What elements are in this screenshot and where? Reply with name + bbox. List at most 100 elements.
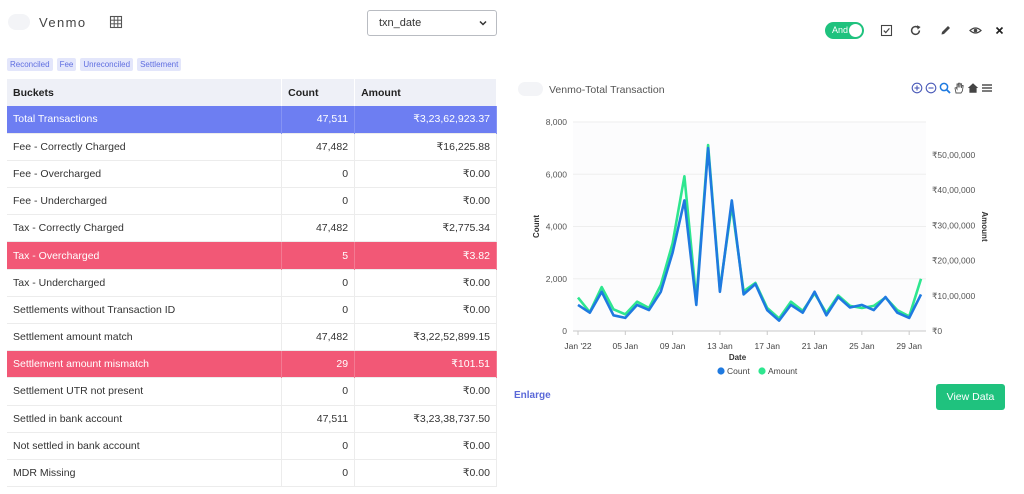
- date-field-select[interactable]: txn_date: [367, 10, 497, 36]
- chart-panel: Venmo-Total Transaction 0 2,000 4,000 6,000…: [512, 76, 1012, 396]
- series-line-amount: [576, 143, 923, 320]
- x-tick-label: 17 Jan: [754, 341, 780, 351]
- home-icon[interactable]: [967, 81, 979, 93]
- table-row[interactable]: Fee - Overcharged 0 ₹0.00: [7, 160, 497, 188]
- chart-toolbar: [911, 81, 993, 94]
- magnifier-icon[interactable]: [939, 81, 951, 94]
- tag-reconciled[interactable]: Reconciled: [7, 58, 53, 71]
- y-tick-label: 8,000: [546, 117, 568, 127]
- amount-cell: ₹16,225.88: [354, 133, 497, 161]
- legend-label-count: Count: [727, 366, 750, 376]
- y2-tick-label: ₹40,00,000: [932, 185, 975, 195]
- bucket-cell: Settlement UTR not present: [7, 377, 283, 406]
- eye-icon[interactable]: [969, 24, 982, 37]
- x-tick-label: 05 Jan: [613, 341, 639, 351]
- bucket-cell: Fee - Overcharged: [7, 160, 283, 188]
- and-or-toggle[interactable]: And: [825, 22, 864, 39]
- bucket-cell: Settled in bank account: [7, 405, 283, 433]
- y-axis-title: Count: [532, 215, 541, 238]
- table-row[interactable]: Settlement amount mismatch 29 ₹101.51: [7, 350, 497, 378]
- amount-cell: ₹3,23,38,737.50: [354, 405, 497, 433]
- table-row[interactable]: Not settled in bank account 0 ₹0.00: [7, 432, 497, 460]
- zoom-out-icon[interactable]: [925, 81, 937, 94]
- venmo-logo: [8, 14, 30, 30]
- count-cell: 29: [281, 350, 356, 378]
- y2-tick-label: ₹0: [932, 326, 942, 336]
- tag-fee[interactable]: Fee: [56, 58, 77, 71]
- x-tick-label: 13 Jan: [707, 341, 733, 351]
- close-icon[interactable]: [993, 24, 1006, 37]
- table-row[interactable]: Tax - Correctly Charged 47,482 ₹2,775.34: [7, 214, 497, 242]
- amount-cell: ₹0.00: [354, 269, 497, 297]
- table-row[interactable]: MDR Missing 0 ₹0.00: [7, 459, 497, 487]
- refresh-icon[interactable]: [909, 24, 922, 37]
- count-cell: 47,511: [281, 405, 356, 433]
- x-tick-label: Jan '22: [564, 341, 591, 351]
- pencil-icon[interactable]: [939, 24, 952, 37]
- y-tick-label: 4,000: [546, 222, 568, 232]
- y2-tick-label: ₹30,00,000: [932, 220, 975, 230]
- y-tick-label: 0: [562, 326, 567, 336]
- x-tick-label: 25 Jan: [849, 341, 875, 351]
- chart-venmo-logo: [518, 82, 543, 96]
- tag-unreconciled[interactable]: Unreconciled: [80, 58, 134, 71]
- count-cell: 0: [281, 459, 356, 487]
- column-header-buckets[interactable]: Buckets: [7, 79, 283, 106]
- legend-label-amount: Amount: [768, 366, 798, 376]
- count-cell: 0: [281, 377, 356, 406]
- table-row[interactable]: Total Transactions 47,511 ₹3,23,62,923.37: [7, 106, 497, 134]
- amount-cell: ₹0.00: [354, 432, 497, 460]
- count-cell: 47,482: [281, 133, 356, 161]
- checkbox-icon[interactable]: [880, 24, 893, 37]
- bucket-tags: Reconciled Fee Unreconciled Settlement: [7, 58, 182, 71]
- y-tick-label: 6,000: [546, 169, 568, 179]
- count-cell: 47,482: [281, 214, 356, 242]
- count-cell: 47,511: [281, 106, 356, 134]
- chevron-down-icon: [479, 20, 487, 26]
- view-data-button[interactable]: View Data: [936, 384, 1005, 410]
- count-cell: 0: [281, 432, 356, 460]
- enlarge-link[interactable]: Enlarge: [514, 390, 551, 401]
- table-row[interactable]: Fee - Correctly Charged 47,482 ₹16,225.88: [7, 133, 497, 161]
- table-row[interactable]: Settlement amount match 47,482 ₹3,22,52,89…: [7, 323, 497, 351]
- menu-icon[interactable]: [981, 81, 993, 93]
- buckets-table: Buckets Count Amount Total Transactions 4…: [7, 79, 497, 487]
- x-axis-title: Date: [729, 353, 747, 362]
- table-row[interactable]: Tax - Overcharged 5 ₹3.82: [7, 241, 497, 270]
- amount-cell: ₹3,23,62,923.37: [354, 106, 497, 134]
- x-tick-label: 09 Jan: [660, 341, 686, 351]
- bucket-cell: Settlements without Transaction ID: [7, 296, 283, 324]
- calendar-grid-icon[interactable]: [109, 15, 123, 29]
- series-line-count: [577, 146, 923, 322]
- toggle-knob: [849, 24, 862, 37]
- amount-cell: ₹0.00: [354, 160, 497, 188]
- amount-cell: ₹3.82: [354, 241, 497, 270]
- table-row[interactable]: Settlement UTR not present 0 ₹0.00: [7, 377, 497, 406]
- bucket-cell: MDR Missing: [7, 459, 283, 487]
- bucket-cell: Fee - Undercharged: [7, 187, 283, 215]
- count-cell: 0: [281, 269, 356, 297]
- amount-cell: ₹3,22,52,899.15: [354, 323, 497, 351]
- toggle-label: And: [832, 25, 849, 35]
- legend-marker-amount: [758, 367, 766, 375]
- pan-hand-icon[interactable]: [953, 81, 965, 94]
- zoom-in-icon[interactable]: [911, 81, 923, 94]
- table-row[interactable]: Settled in bank account 47,511 ₹3,23,38,73…: [7, 405, 497, 433]
- column-header-amount[interactable]: Amount: [354, 79, 497, 106]
- bucket-cell: Settlement amount match: [7, 323, 283, 351]
- tag-settlement[interactable]: Settlement: [137, 58, 182, 71]
- column-header-count[interactable]: Count: [281, 79, 356, 106]
- count-cell: 5: [281, 241, 356, 270]
- table-row[interactable]: Tax - Undercharged 0 ₹0.00: [7, 269, 497, 297]
- bucket-cell: Fee - Correctly Charged: [7, 133, 283, 161]
- y-tick-label: 2,000: [546, 274, 568, 284]
- date-field-select-value: txn_date: [379, 17, 422, 29]
- table-row[interactable]: Settlements without Transaction ID 0 ₹0.00: [7, 296, 497, 324]
- count-cell: 0: [281, 187, 356, 215]
- chart-title: Venmo-Total Transaction: [549, 84, 665, 96]
- amount-cell: ₹2,775.34: [354, 214, 497, 242]
- amount-cell: ₹101.51: [354, 350, 497, 378]
- table-body: Total Transactions 47,511 ₹3,23,62,923.37 F…: [7, 106, 497, 487]
- top-bar: Venmo txn_date And: [0, 0, 1024, 50]
- table-row[interactable]: Fee - Undercharged 0 ₹0.00: [7, 187, 497, 215]
